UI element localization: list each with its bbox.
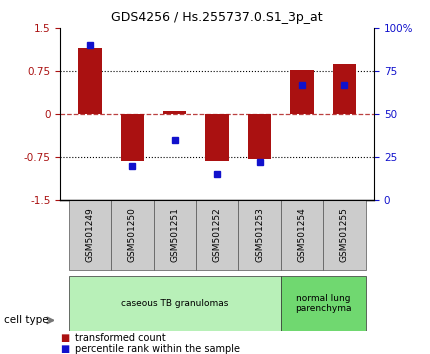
Bar bbox=[333, 64, 356, 114]
Bar bbox=[290, 70, 313, 114]
Bar bbox=[281, 276, 366, 331]
Text: GSM501249: GSM501249 bbox=[86, 208, 95, 262]
Bar bbox=[238, 200, 281, 270]
Text: GSM501253: GSM501253 bbox=[255, 207, 264, 262]
Text: percentile rank within the sample: percentile rank within the sample bbox=[75, 344, 240, 354]
Text: cell type: cell type bbox=[4, 315, 49, 325]
Text: caseous TB granulomas: caseous TB granulomas bbox=[121, 299, 228, 308]
Bar bbox=[206, 114, 229, 161]
Bar bbox=[163, 111, 186, 114]
Text: ■: ■ bbox=[60, 344, 70, 354]
Text: transformed count: transformed count bbox=[75, 333, 166, 343]
Bar bbox=[69, 276, 281, 331]
Bar bbox=[154, 200, 196, 270]
Bar bbox=[78, 48, 101, 114]
Text: GSM501252: GSM501252 bbox=[213, 208, 221, 262]
Bar bbox=[121, 114, 144, 161]
Bar bbox=[196, 200, 238, 270]
Bar bbox=[281, 200, 323, 270]
Bar bbox=[248, 114, 271, 159]
Title: GDS4256 / Hs.255737.0.S1_3p_at: GDS4256 / Hs.255737.0.S1_3p_at bbox=[111, 11, 323, 24]
Bar bbox=[69, 200, 111, 270]
Text: GSM501254: GSM501254 bbox=[298, 208, 307, 262]
Text: GSM501255: GSM501255 bbox=[340, 207, 349, 262]
Text: normal lung
parenchyma: normal lung parenchyma bbox=[295, 294, 351, 313]
Text: ■: ■ bbox=[60, 333, 70, 343]
Bar bbox=[111, 200, 154, 270]
Bar bbox=[323, 200, 366, 270]
Text: GSM501251: GSM501251 bbox=[170, 207, 179, 262]
Text: GSM501250: GSM501250 bbox=[128, 207, 137, 262]
